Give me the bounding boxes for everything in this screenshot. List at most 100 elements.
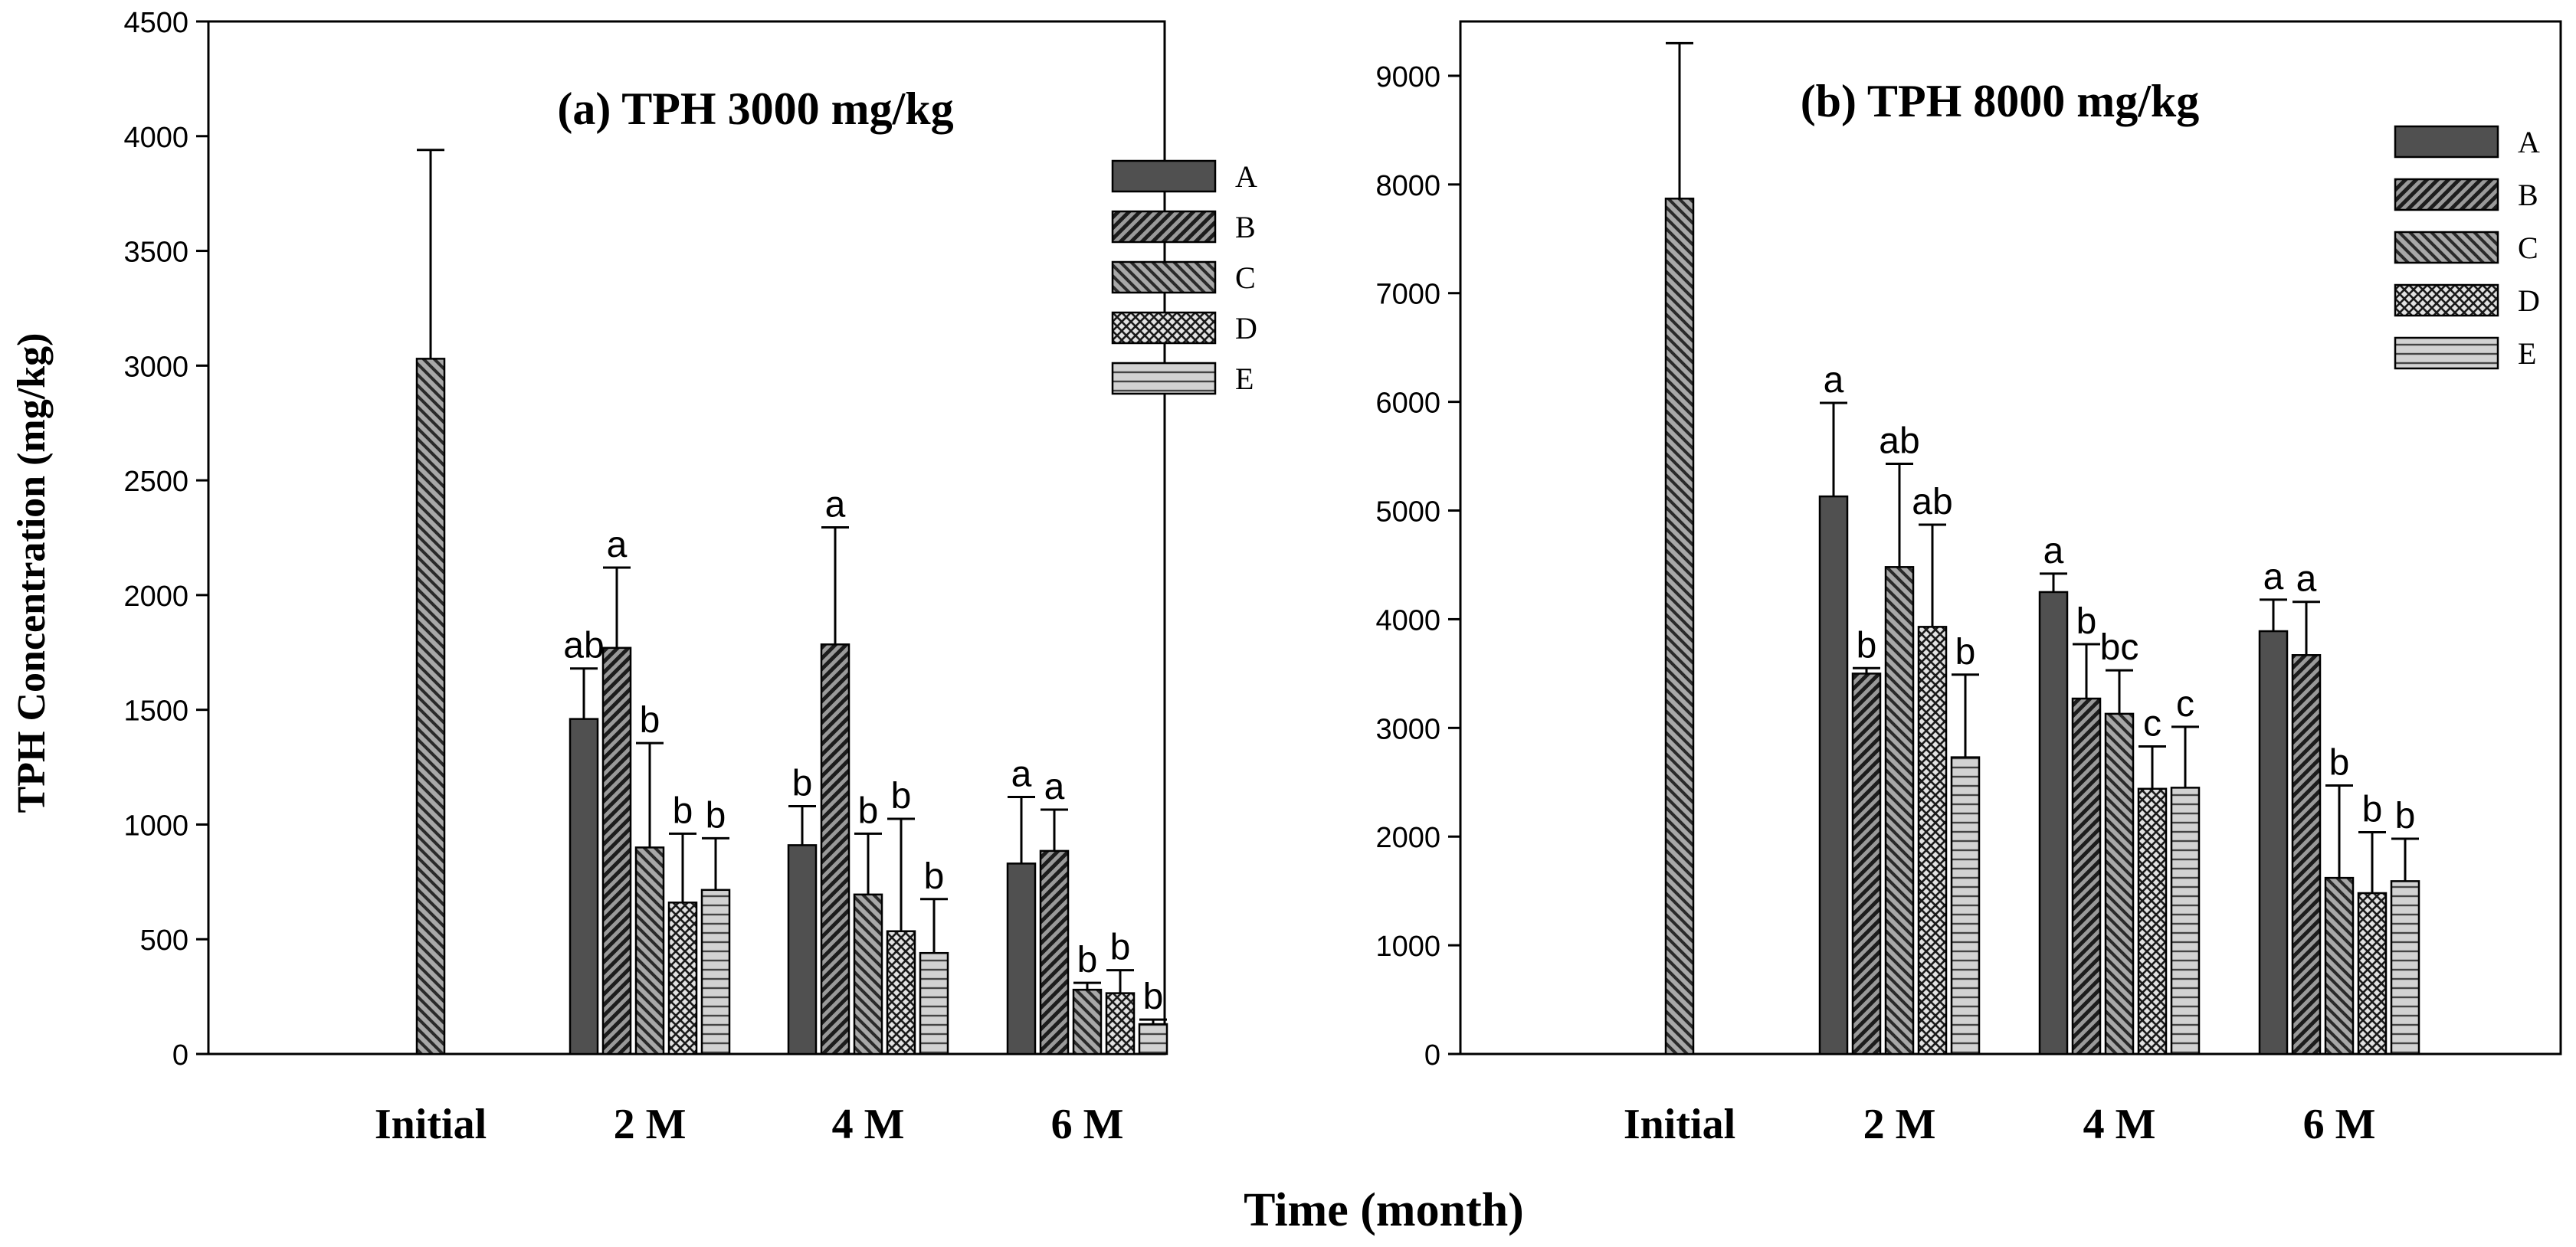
x-tick-label: 2 M (1863, 1101, 1936, 1148)
significance-letter: a (1011, 754, 1032, 794)
x-tick-label: 6 M (2303, 1101, 2376, 1148)
significance-letter: b (2076, 601, 2097, 642)
legend-label-c: C (2518, 231, 2538, 265)
bar-e (700, 889, 731, 1056)
bar-c (634, 846, 665, 1056)
y-tick-label: 1000 (1375, 931, 1440, 963)
bar-b (1851, 673, 1882, 1056)
y-tick-label: 1000 (123, 810, 188, 842)
bar-a (1818, 495, 1849, 1056)
y-tick-label: 2500 (123, 466, 188, 498)
significance-letter: b (2362, 790, 2383, 830)
significance-letter: b (673, 790, 693, 831)
bar-c (2104, 712, 2135, 1056)
legend-swatch-d (2394, 283, 2499, 317)
x-tick-label: 2 M (614, 1101, 687, 1148)
legend-label-a: A (2518, 125, 2540, 159)
bar-c (1072, 988, 1103, 1056)
y-tick-label: 7000 (1375, 279, 1440, 311)
significance-letter: b (1143, 977, 1164, 1017)
significance-letter: ab (1879, 421, 1919, 462)
significance-letter: b (2395, 796, 2416, 836)
bar-initial (415, 358, 446, 1056)
legend-label-b: B (1235, 210, 1256, 244)
x-tick-label: Initial (1624, 1101, 1735, 1148)
bar-e (2390, 880, 2420, 1056)
significance-letter: b (1857, 625, 1877, 666)
y-tick-label: 3500 (123, 237, 188, 269)
bar-b (2071, 697, 2102, 1056)
bar-b (820, 643, 850, 1056)
y-tick-label: 2000 (123, 581, 188, 613)
bar-a (787, 844, 818, 1056)
significance-letter: a (2296, 559, 2317, 600)
bar-d (1917, 626, 1948, 1056)
y-tick-label: 500 (140, 925, 188, 957)
panel-a: 0 500 1000 1500 2000 2500 3000 3500 4000 4500 Init… (123, 7, 1257, 1148)
y-axis-label: TPH Concentration (mg/kg) (10, 333, 54, 813)
legend-swatch-e (1111, 362, 1217, 395)
bar-a (1006, 862, 1037, 1056)
bar-a (2258, 630, 2289, 1056)
bar-initial (1664, 198, 1695, 1056)
legend-label-e: E (2518, 336, 2536, 371)
significance-letter: a (1044, 767, 1065, 807)
legend-label-e: E (1235, 362, 1254, 396)
bar-c (2324, 876, 2355, 1056)
significance-letter: b (891, 776, 912, 817)
legend-swatch-b (2394, 178, 2499, 211)
y-tick-label: 0 (1424, 1039, 1440, 1072)
y-tick-label: 9000 (1375, 61, 1440, 93)
bar-a (569, 718, 599, 1056)
y-tick-label: 2000 (1375, 822, 1440, 854)
chart-title: (a) TPH 3000 mg/kg (557, 83, 953, 134)
legend-label-b: B (2518, 178, 2538, 212)
chart-title: (b) TPH 8000 mg/kg (1801, 76, 2200, 126)
significance-letter: a (607, 525, 628, 565)
bar-d (667, 902, 698, 1056)
legend-label-d: D (2518, 283, 2540, 318)
significance-letter: a (825, 485, 846, 525)
x-tick-label: Initial (375, 1101, 487, 1148)
y-tick-label: 5000 (1375, 496, 1440, 529)
bar-e (919, 951, 949, 1056)
y-tick-label: 3000 (123, 351, 188, 383)
significance-letter: c (2143, 703, 2161, 744)
significance-letter: a (1824, 360, 1844, 401)
bar-e (2170, 787, 2201, 1056)
bar-d (2357, 892, 2388, 1056)
legend-label-a: A (1235, 159, 1257, 194)
significance-letter: b (792, 763, 813, 804)
bar-b (2291, 653, 2322, 1056)
y-tick-label: 4000 (123, 122, 188, 154)
significance-letter: b (924, 856, 945, 897)
y-tick-label: 3000 (1375, 713, 1440, 745)
legend-swatch-c (2394, 231, 2499, 264)
y-tick-label: 4000 (1375, 604, 1440, 637)
legend-swatch-c (1111, 260, 1217, 294)
y-tick-label: 4500 (123, 7, 188, 39)
significance-letter: ab (563, 626, 604, 666)
significance-letter: a (2263, 557, 2284, 597)
significance-letter: b (1955, 632, 1976, 673)
bar-d (2137, 787, 2168, 1056)
x-axis-label: Time (month) (1244, 1184, 1524, 1236)
x-tick-label: 4 M (832, 1101, 905, 1148)
panel-b: 0 1000 2000 3000 4000 5000 6000 7000 8000 9000 Ini… (1375, 20, 2562, 1148)
legend-label-c: C (1235, 260, 1256, 295)
significance-letter: b (706, 795, 726, 836)
significance-letter: ab (1912, 482, 1952, 522)
x-tick-label: 4 M (2083, 1101, 2156, 1148)
significance-letter: bc (2100, 627, 2139, 668)
significance-letter: b (858, 790, 879, 831)
x-tick-label: 6 M (1051, 1101, 1124, 1148)
legend-swatch-a (1111, 159, 1217, 193)
legend-label-d: D (1235, 311, 1257, 345)
bar-d (886, 930, 916, 1056)
y-tick-label: 1500 (123, 696, 188, 728)
legend-swatch-a (2394, 125, 2499, 159)
significance-letter: b (1110, 928, 1131, 968)
legend-swatch-b (1111, 210, 1217, 244)
y-tick-label: 0 (172, 1039, 188, 1072)
bar-d (1105, 992, 1136, 1056)
